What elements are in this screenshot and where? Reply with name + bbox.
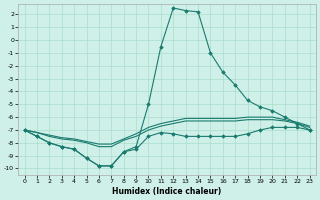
- X-axis label: Humidex (Indice chaleur): Humidex (Indice chaleur): [112, 187, 222, 196]
